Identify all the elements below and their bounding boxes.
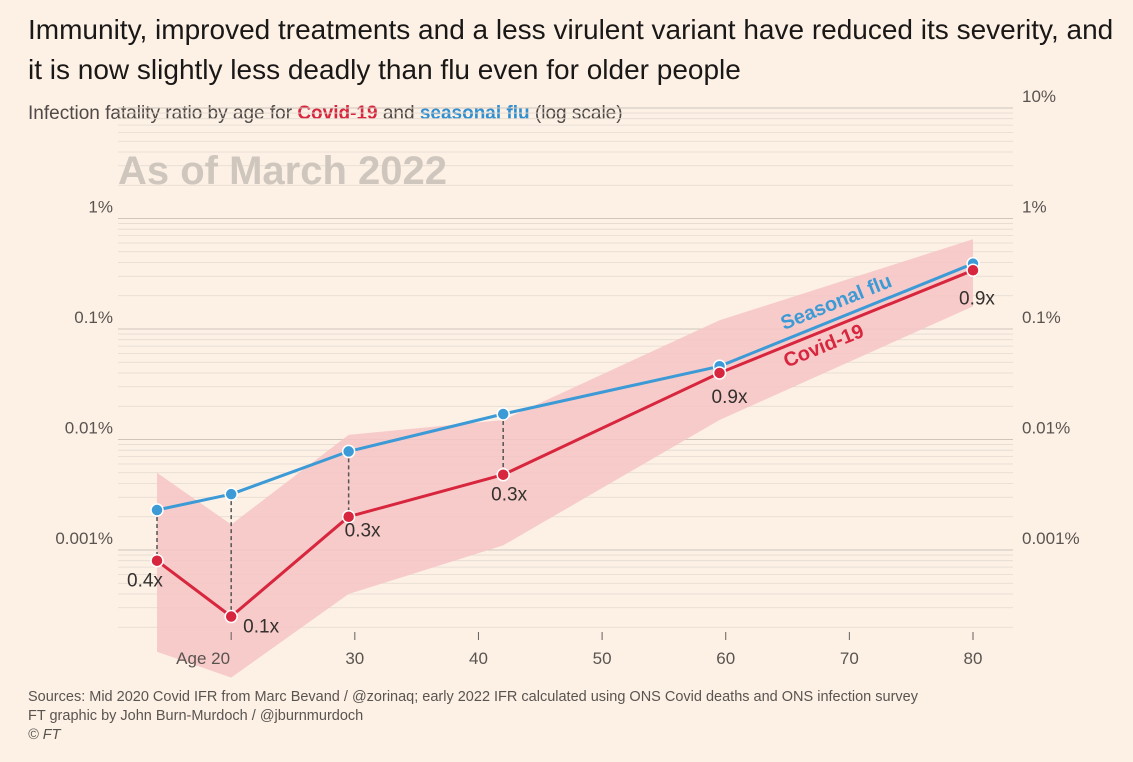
ratio-label: 0.4x — [127, 571, 163, 592]
y-tick-label-left: 1% — [88, 198, 113, 217]
covid-uncertainty-band — [157, 239, 973, 678]
ratio-label: 0.9x — [959, 288, 995, 309]
y-tick-label-right: 10% — [1022, 87, 1056, 106]
ratio-label: 0.3x — [491, 485, 527, 506]
y-axis-left-ticks: 1% 0.1% 0.01% 0.001% — [55, 198, 113, 549]
ifr-line-chart: As of March 2022 Seasonal flu Covid-19 0… — [55, 87, 1080, 678]
y-tick-label-right: 0.001% — [1022, 529, 1080, 548]
credit-line: FT graphic by John Burn-Murdoch / @jburn… — [28, 708, 364, 724]
ratio-labels: 0.4x 0.1x 0.3x 0.3x 0.9x 0.9x — [127, 288, 995, 637]
ratio-label: 0.3x — [345, 521, 381, 542]
x-axis-ticks: Age 20 30 40 50 60 70 80 — [176, 632, 982, 668]
x-tick-label: 70 — [840, 649, 859, 668]
sources-line: Sources: Mid 2020 Covid IFR from Marc Be… — [28, 689, 918, 705]
ratio-label: 0.9x — [712, 387, 748, 408]
y-tick-label-right: 1% — [1022, 198, 1047, 217]
y-tick-label-left: 0.1% — [74, 308, 113, 327]
x-tick-label: 40 — [469, 649, 488, 668]
data-point-flu — [224, 487, 238, 501]
ratio-label: 0.1x — [243, 617, 279, 638]
y-tick-label-right: 0.1% — [1022, 308, 1061, 327]
series-line-flu — [156, 262, 974, 512]
copyright-line: © FT — [28, 727, 61, 743]
y-tick-label-left: 0.001% — [55, 529, 113, 548]
data-point-flu — [150, 503, 164, 517]
covid-band-area — [157, 239, 973, 678]
x-tick-label: 30 — [345, 649, 364, 668]
chart-footer: Sources: Mid 2020 Covid IFR from Marc Be… — [28, 688, 918, 745]
chart-title: Immunity, improved treatments and a less… — [28, 14, 1114, 85]
as-of-annotation: As of March 2022 — [118, 149, 447, 193]
y-axis-right-ticks: 10% 1% 0.1% 0.01% 0.001% — [1022, 87, 1080, 548]
data-point-covid — [224, 609, 238, 624]
data-point-covid — [150, 553, 164, 568]
x-tick-label: 60 — [716, 649, 735, 668]
data-point-covid — [341, 509, 356, 524]
series-line-covid — [156, 268, 974, 618]
data-point-covid — [712, 366, 727, 380]
series-points — [150, 256, 980, 624]
series-lines — [156, 262, 974, 618]
data-point-flu — [496, 407, 510, 421]
data-point-covid — [966, 263, 980, 278]
x-tick-label: 80 — [964, 649, 983, 668]
x-tick-label: 50 — [593, 649, 612, 668]
y-tick-label-left: 0.01% — [65, 419, 113, 438]
data-point-flu — [341, 444, 356, 459]
y-tick-label-right: 0.01% — [1022, 419, 1070, 438]
data-point-covid — [496, 467, 510, 482]
x-tick-label: Age 20 — [176, 649, 230, 668]
